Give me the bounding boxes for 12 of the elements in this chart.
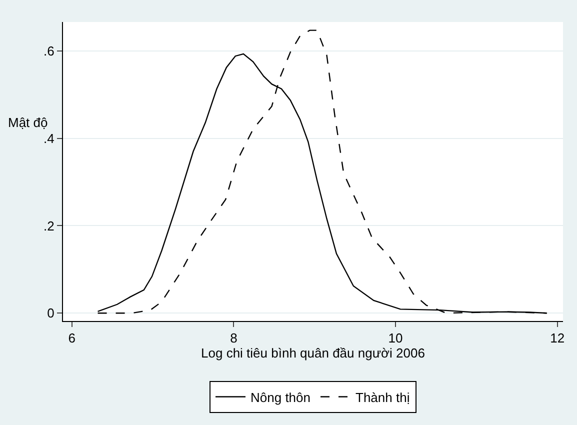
x-tick-label: 6 xyxy=(68,330,76,346)
y-tick-label: .2 xyxy=(44,218,54,234)
y-tick-label: .4 xyxy=(44,130,54,146)
legend-label: Thành thị xyxy=(356,390,410,405)
y-tick-label: .6 xyxy=(44,43,54,58)
x-axis-title: Log chi tiêu bình quân đầu người 2006 xyxy=(201,346,425,361)
x-tick-label: 10 xyxy=(388,330,403,346)
legend-label: Nông thôn xyxy=(250,390,310,405)
y-axis-title: Mật độ xyxy=(8,115,48,130)
x-tick-label: 12 xyxy=(550,330,565,346)
y-tick-label: 0 xyxy=(47,306,54,321)
x-tick-label: 8 xyxy=(230,330,238,346)
